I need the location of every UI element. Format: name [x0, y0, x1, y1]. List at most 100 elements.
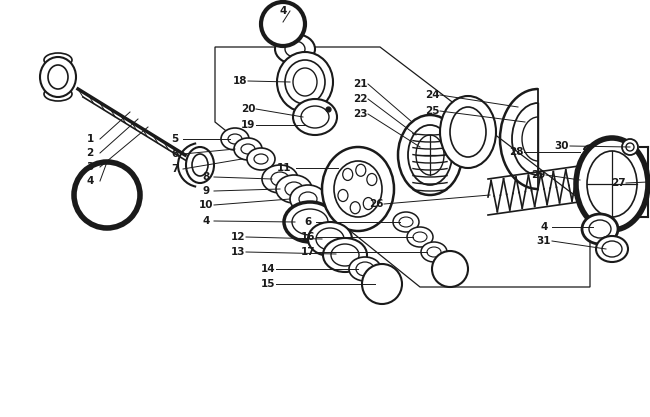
Text: 6: 6	[304, 217, 311, 227]
Ellipse shape	[285, 60, 325, 104]
Ellipse shape	[398, 115, 462, 195]
Ellipse shape	[450, 107, 486, 157]
Ellipse shape	[582, 214, 618, 244]
Ellipse shape	[331, 244, 359, 266]
Ellipse shape	[589, 220, 611, 238]
Text: 21: 21	[353, 79, 367, 89]
Text: 1: 1	[86, 134, 94, 144]
Ellipse shape	[626, 143, 634, 151]
Ellipse shape	[350, 202, 360, 214]
Ellipse shape	[622, 139, 638, 155]
Ellipse shape	[322, 147, 394, 231]
Ellipse shape	[407, 227, 433, 247]
Ellipse shape	[367, 173, 377, 186]
Ellipse shape	[290, 185, 326, 213]
Text: 14: 14	[261, 264, 276, 274]
Ellipse shape	[221, 128, 249, 150]
Ellipse shape	[285, 182, 303, 196]
Text: 17: 17	[301, 247, 315, 257]
Ellipse shape	[440, 96, 496, 168]
Ellipse shape	[299, 192, 317, 206]
Ellipse shape	[192, 154, 208, 176]
Text: 12: 12	[231, 232, 245, 242]
Ellipse shape	[363, 198, 373, 210]
Text: 16: 16	[301, 232, 315, 242]
Text: 24: 24	[424, 90, 439, 100]
Text: 11: 11	[277, 163, 291, 173]
Ellipse shape	[241, 144, 255, 154]
Ellipse shape	[186, 147, 214, 183]
Ellipse shape	[228, 134, 242, 144]
Ellipse shape	[349, 257, 381, 281]
Ellipse shape	[427, 247, 441, 257]
Ellipse shape	[362, 264, 402, 304]
Ellipse shape	[334, 161, 382, 217]
Text: 15: 15	[261, 279, 275, 289]
Text: 4: 4	[280, 6, 287, 16]
Text: 7: 7	[172, 164, 179, 174]
Ellipse shape	[271, 172, 289, 186]
Ellipse shape	[308, 222, 352, 256]
Ellipse shape	[416, 135, 444, 175]
Ellipse shape	[247, 148, 275, 170]
Ellipse shape	[48, 65, 68, 89]
Ellipse shape	[234, 138, 262, 160]
Text: 20: 20	[240, 104, 255, 114]
Ellipse shape	[338, 189, 348, 201]
Ellipse shape	[276, 175, 312, 203]
Ellipse shape	[399, 217, 413, 227]
Ellipse shape	[356, 262, 374, 276]
Ellipse shape	[393, 212, 419, 232]
Ellipse shape	[301, 106, 329, 128]
Ellipse shape	[316, 228, 344, 250]
Ellipse shape	[356, 164, 366, 176]
Ellipse shape	[292, 209, 328, 235]
Text: 30: 30	[554, 141, 569, 151]
Ellipse shape	[408, 125, 452, 185]
Text: 28: 28	[509, 147, 523, 157]
Ellipse shape	[576, 138, 648, 230]
Ellipse shape	[44, 53, 72, 67]
Ellipse shape	[432, 251, 468, 287]
Ellipse shape	[293, 68, 317, 96]
Ellipse shape	[40, 57, 76, 97]
Text: 3: 3	[86, 162, 94, 172]
Ellipse shape	[284, 202, 336, 242]
Text: 25: 25	[424, 106, 439, 116]
Text: 19: 19	[240, 120, 255, 130]
Ellipse shape	[285, 41, 305, 57]
Ellipse shape	[596, 236, 628, 262]
Text: 8: 8	[202, 172, 209, 182]
Ellipse shape	[343, 168, 353, 181]
Ellipse shape	[586, 169, 608, 205]
Ellipse shape	[74, 162, 140, 228]
Ellipse shape	[261, 2, 305, 46]
Text: 18: 18	[233, 76, 247, 86]
Ellipse shape	[277, 52, 333, 112]
Text: 5: 5	[172, 134, 179, 144]
Text: 4: 4	[86, 176, 94, 186]
Ellipse shape	[254, 154, 268, 164]
Text: 6: 6	[172, 149, 179, 159]
Text: 13: 13	[231, 247, 245, 257]
Ellipse shape	[602, 241, 622, 257]
Ellipse shape	[579, 159, 615, 215]
Text: 4: 4	[202, 216, 210, 226]
Ellipse shape	[262, 165, 298, 193]
Ellipse shape	[323, 238, 367, 272]
Text: 26: 26	[369, 199, 383, 209]
Ellipse shape	[413, 232, 427, 242]
Ellipse shape	[421, 242, 447, 262]
Text: 27: 27	[611, 178, 625, 188]
Ellipse shape	[275, 34, 315, 64]
Text: 10: 10	[199, 200, 213, 210]
Text: 29: 29	[531, 170, 545, 180]
Ellipse shape	[587, 151, 637, 217]
Text: 2: 2	[86, 148, 94, 158]
Text: 22: 22	[353, 94, 367, 104]
Ellipse shape	[44, 87, 72, 101]
Ellipse shape	[293, 99, 337, 135]
Text: 23: 23	[353, 109, 367, 119]
Text: 4: 4	[540, 222, 548, 232]
Text: 31: 31	[537, 236, 551, 246]
